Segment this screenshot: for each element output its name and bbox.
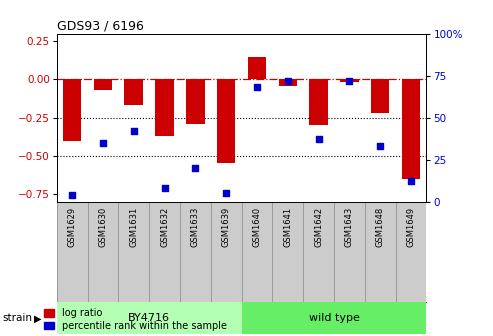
Text: GSM1629: GSM1629 — [68, 207, 76, 247]
Text: GSM1648: GSM1648 — [376, 207, 385, 247]
Bar — [402, 79, 420, 179]
Text: ▶: ▶ — [34, 313, 41, 323]
Legend: log ratio, percentile rank within the sample: log ratio, percentile rank within the sa… — [44, 308, 227, 331]
Bar — [247, 56, 266, 79]
Text: GSM1632: GSM1632 — [160, 207, 169, 247]
Bar — [279, 79, 297, 86]
Bar — [155, 79, 174, 136]
Point — [376, 143, 384, 149]
Bar — [63, 79, 81, 140]
Bar — [94, 79, 112, 90]
Point — [130, 128, 138, 134]
Point — [191, 165, 199, 171]
Text: strain: strain — [2, 313, 33, 323]
Text: GSM1642: GSM1642 — [314, 207, 323, 247]
Text: GDS93 / 6196: GDS93 / 6196 — [57, 19, 143, 33]
Point — [346, 78, 353, 83]
Bar — [186, 79, 205, 124]
Text: GSM1643: GSM1643 — [345, 207, 354, 247]
Text: GSM1630: GSM1630 — [99, 207, 107, 247]
Bar — [124, 79, 143, 106]
Point — [253, 85, 261, 90]
Text: GSM1631: GSM1631 — [129, 207, 138, 247]
Point — [68, 192, 76, 198]
Text: GSM1649: GSM1649 — [407, 207, 416, 247]
Point — [161, 185, 169, 191]
Bar — [371, 79, 389, 113]
Text: GSM1640: GSM1640 — [252, 207, 261, 247]
Bar — [57, 302, 242, 334]
Bar — [217, 79, 235, 163]
Point — [284, 78, 292, 83]
Point — [222, 191, 230, 196]
Text: GSM1633: GSM1633 — [191, 207, 200, 247]
Text: wild type: wild type — [309, 313, 359, 323]
Point — [99, 140, 107, 145]
Bar — [310, 79, 328, 125]
Bar — [340, 79, 358, 82]
Point — [407, 179, 415, 184]
Bar — [242, 302, 426, 334]
Text: BY4716: BY4716 — [128, 313, 170, 323]
Point — [315, 137, 322, 142]
Text: GSM1639: GSM1639 — [222, 207, 231, 247]
Text: GSM1641: GSM1641 — [283, 207, 292, 247]
